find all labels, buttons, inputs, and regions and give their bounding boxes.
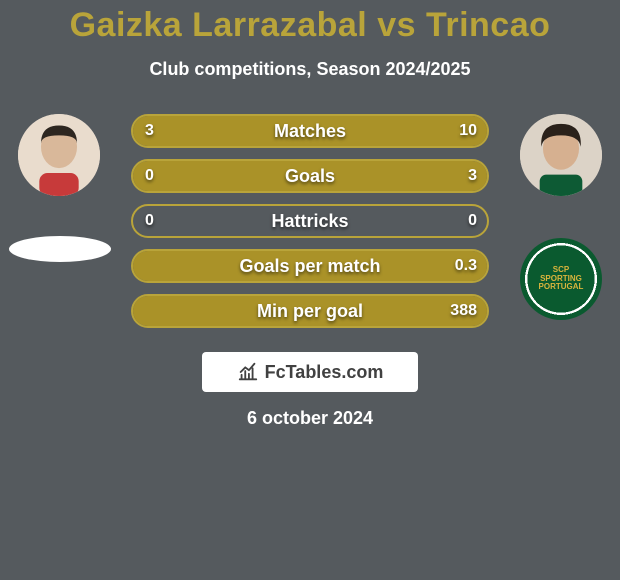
watermark-text: FcTables.com (265, 362, 384, 383)
stat-label: Goals per match (239, 256, 380, 277)
player-left-avatar (18, 114, 100, 196)
page-subtitle: Club competitions, Season 2024/2025 (0, 59, 620, 80)
stat-row: Min per goal 388 (131, 294, 489, 328)
stat-value-right: 0 (468, 212, 477, 230)
stat-rows-container: 3 Matches 10 0 Goals 3 0 Hattricks 0 Goals per ma… (131, 114, 489, 328)
stat-value-left: 3 (145, 122, 154, 140)
stat-label: Goals (285, 166, 335, 187)
page-title: Gaizka Larrazabal vs Trincao (0, 0, 620, 45)
player-right-avatar (520, 114, 602, 196)
stat-value-left: 0 (145, 212, 154, 230)
stat-row: Goals per match 0.3 (131, 249, 489, 283)
date-text: 6 october 2024 (0, 408, 620, 429)
stat-row: 0 Hattricks 0 (131, 204, 489, 238)
stat-row: 0 Goals 3 (131, 159, 489, 193)
club-left-logo (9, 236, 111, 262)
chart-icon (237, 361, 259, 383)
stat-row: 3 Matches 10 (131, 114, 489, 148)
stat-value-right: 0.3 (455, 257, 477, 275)
stat-label: Min per goal (257, 301, 363, 322)
club-right-badge: SCP SPORTING PORTUGAL (520, 238, 602, 320)
club-badge-text: SCP SPORTING PORTUGAL (539, 266, 584, 291)
watermark: FcTables.com (202, 352, 418, 392)
stat-value-right: 388 (450, 302, 477, 320)
person-icon (520, 114, 602, 196)
stat-label: Matches (274, 121, 346, 142)
stat-value-right: 3 (468, 167, 477, 185)
stat-value-left: 0 (145, 167, 154, 185)
stat-label: Hattricks (271, 211, 348, 232)
comparison-panel: SCP SPORTING PORTUGAL 3Matches100Goals30… (0, 114, 620, 344)
stat-fill-right (214, 116, 487, 146)
stat-value-right: 10 (459, 122, 477, 140)
person-icon (18, 114, 100, 196)
